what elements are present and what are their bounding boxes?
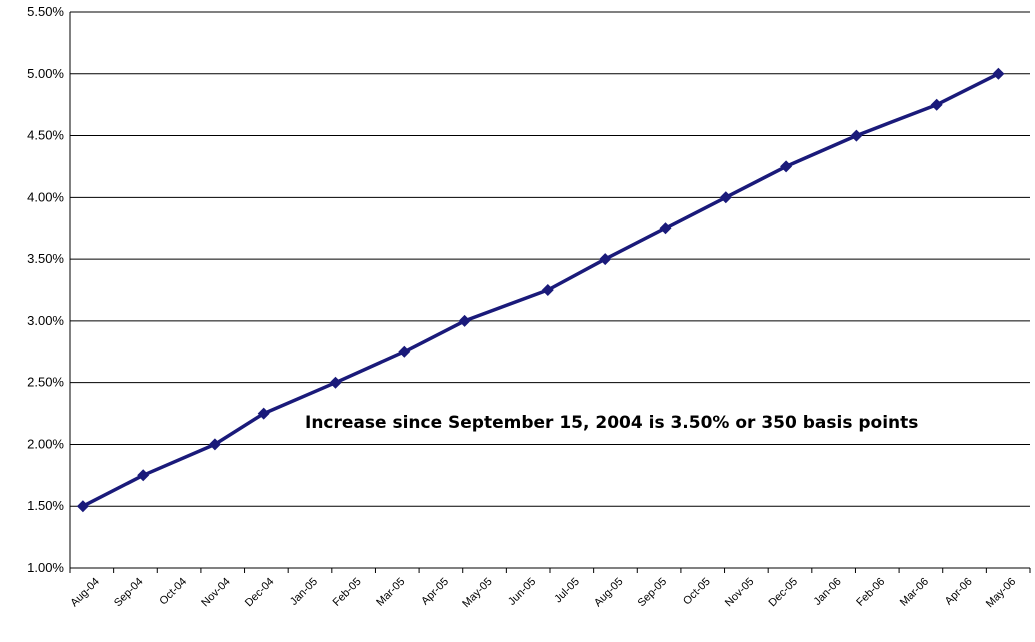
y-tick-label: 2.50% (27, 375, 64, 390)
data-point-marker (329, 376, 342, 389)
data-point-marker (850, 129, 863, 142)
y-tick-label: 5.50% (27, 4, 64, 19)
x-tick-label: Nov-05 (723, 576, 757, 610)
x-tick-label: Jun-05 (506, 576, 538, 608)
data-point-marker (719, 191, 732, 204)
x-tick-label: Mar-05 (374, 576, 407, 609)
data-point-marker (599, 253, 612, 266)
gridlines (70, 11, 1030, 507)
x-tick-label: Feb-06 (854, 576, 887, 609)
x-tick-label: May-06 (984, 576, 1018, 610)
y-tick-label: 4.00% (27, 189, 64, 204)
data-point-marker (76, 500, 89, 513)
series-line (82, 72, 1000, 508)
data-point-marker (257, 407, 270, 420)
data-point-marker (930, 98, 943, 111)
series (76, 67, 1005, 513)
y-tick-label: 3.00% (27, 313, 64, 328)
data-point-marker (992, 67, 1005, 80)
x-tick-label: Apr-06 (943, 576, 975, 608)
data-point-marker (137, 469, 150, 482)
x-tick-label: Jan-06 (811, 576, 843, 608)
annotations: Increase since September 15, 2004 is 3.5… (305, 413, 918, 433)
x-tick-label: May-05 (460, 576, 494, 610)
data-point-marker (659, 222, 672, 235)
y-tick-label: 2.00% (27, 436, 64, 451)
x-tick-label: Mar-06 (898, 576, 931, 609)
axes (69, 12, 1031, 573)
x-tick-label: Apr-05 (419, 576, 451, 608)
y-tick-label: 5.00% (27, 66, 64, 81)
y-tick-label: 1.00% (27, 560, 64, 575)
x-tick-label: Oct-04 (157, 576, 189, 608)
data-point-marker (541, 284, 554, 296)
x-tick-label: Nov-04 (199, 576, 233, 610)
x-tick-label: Dec-05 (767, 576, 801, 610)
y-axis-tick-labels: 1.00% 1.50% 2.00% 2.50% 3.00% 3.50% 4.00% 4.50%… (27, 4, 64, 575)
data-point-marker (458, 314, 471, 327)
x-tick-label: Dec-04 (243, 576, 277, 610)
x-tick-label: Feb-05 (331, 576, 364, 609)
x-tick-label: Aug-04 (68, 576, 102, 610)
x-tick-label: Aug-05 (592, 576, 626, 610)
x-axis-tick-labels: Aug-04 Sep-04 Oct-04 Nov-04 Dec-04 Jan-05 Feb-… (68, 576, 1018, 610)
data-point-marker (398, 345, 411, 358)
x-tick-label: Sep-05 (636, 576, 670, 610)
chart-annotation: Increase since September 15, 2004 is 3.5… (305, 413, 918, 433)
x-tick-label: Jul-05 (552, 576, 582, 606)
y-tick-label: 4.50% (27, 128, 64, 143)
y-tick-label: 1.50% (27, 498, 64, 513)
x-tick-label: Jan-05 (288, 576, 320, 608)
data-point-marker (208, 438, 221, 451)
data-point-marker (780, 160, 793, 173)
y-tick-label: 3.50% (27, 251, 64, 266)
x-tick-label: Oct-05 (681, 576, 713, 608)
x-tick-label: Sep-04 (112, 576, 146, 610)
